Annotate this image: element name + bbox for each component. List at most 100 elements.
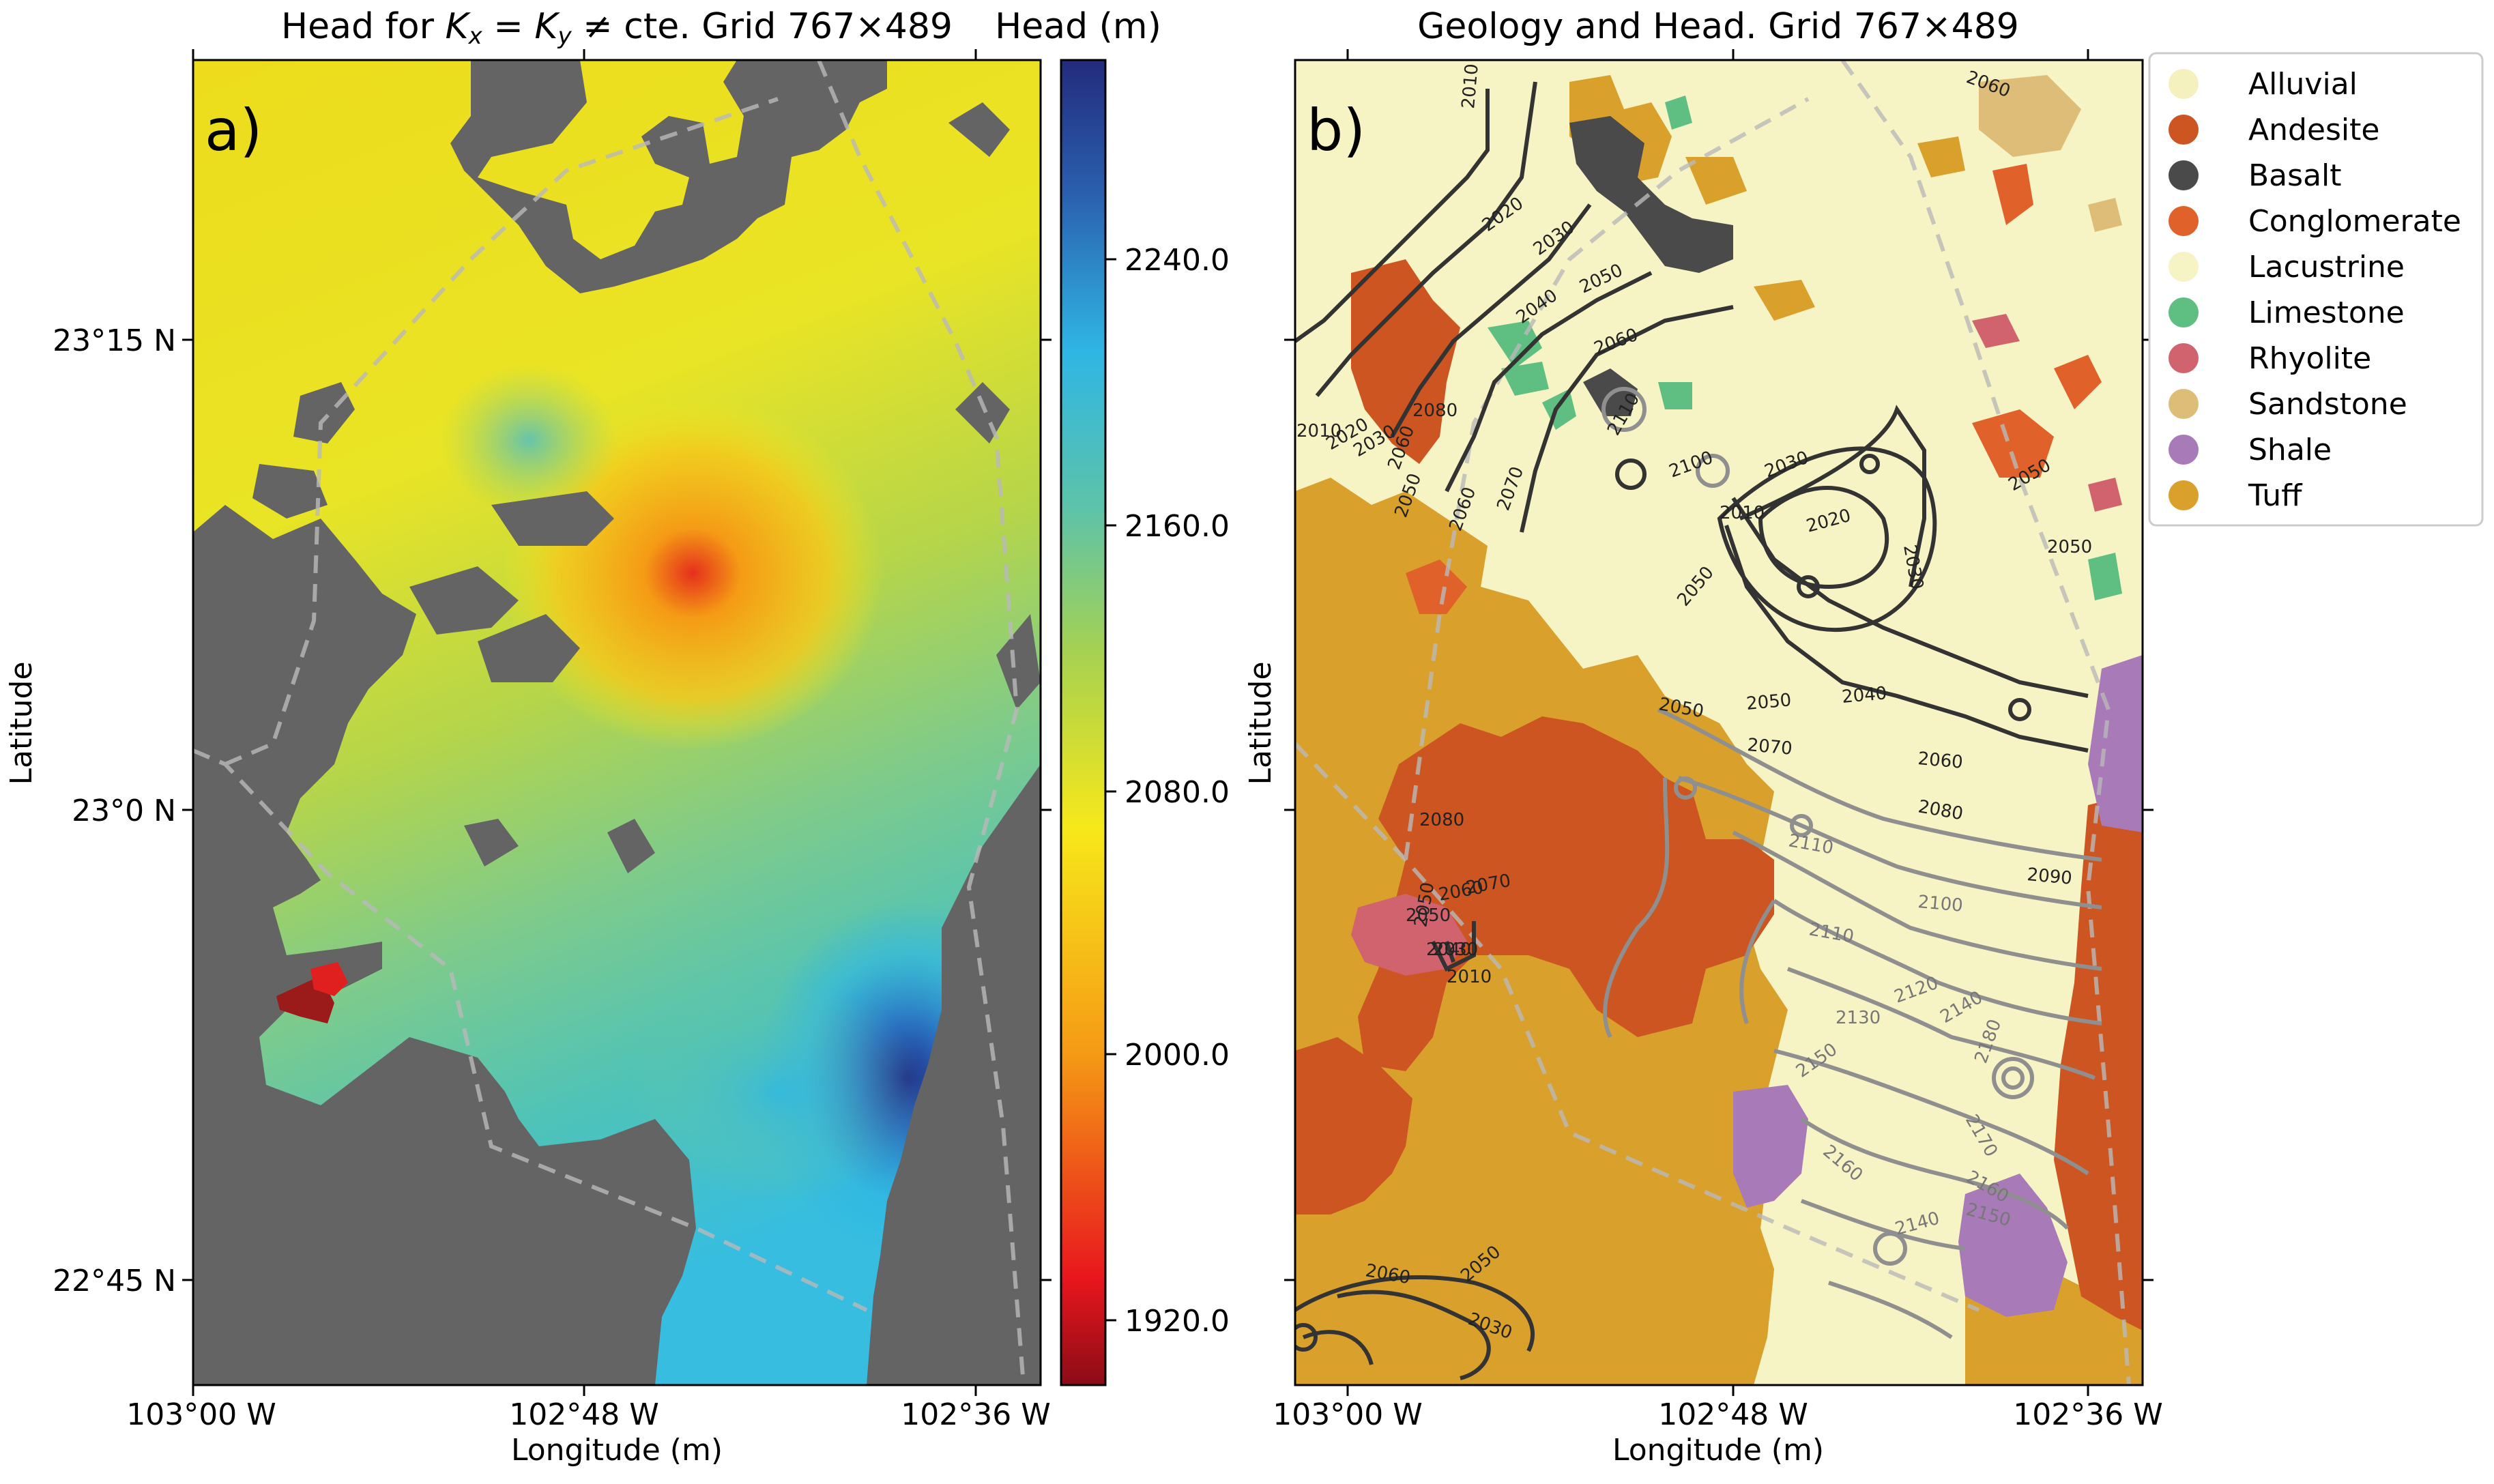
nodata-patch-3 [409, 566, 519, 635]
legend-swatch [2169, 297, 2199, 328]
legend-swatch [2169, 160, 2199, 190]
x-tick-label: 102°36 W [2013, 1397, 2162, 1432]
legend-item: Rhyolite [2169, 341, 2371, 376]
panel-b-title: Geology and Head. Grid 767×489 [1417, 6, 2019, 47]
y-tick-label: 22°45 N [53, 1264, 176, 1298]
svg-text:2060: 2060 [1917, 748, 1964, 773]
nodata-region-west [193, 505, 696, 1385]
y-axis-label: Latitude [1243, 661, 1278, 785]
basalt-unit [1569, 116, 1733, 273]
panel-b-frame [1294, 59, 2144, 1386]
svg-text:2050: 2050 [1406, 905, 1451, 926]
svg-text:2090: 2090 [2026, 864, 2073, 889]
colorbar-ramp [1060, 59, 1107, 1386]
colorbar-tick-label: 2000.0 [1125, 1038, 1230, 1073]
svg-text:Conglomerate: Conglomerate [2248, 204, 2461, 239]
x-tick-label: 103°00 W [1273, 1397, 1422, 1432]
head-map-panel: Head for Kx = Ky ≠ cte. Grid 767×489 [4, 6, 1052, 1468]
svg-text:2130: 2130 [1836, 1008, 1881, 1028]
x-axis-label: Longitude (m) [511, 1433, 723, 1468]
x-tick-label: 103°00 W [126, 1397, 276, 1432]
legend-item: Shale [2169, 433, 2332, 467]
panel-b-letter: b) [1307, 97, 1365, 164]
legend-item: Conglomerate [2169, 204, 2461, 239]
svg-text:2040: 2040 [1426, 940, 1471, 960]
legend-item: Limestone [2169, 295, 2405, 330]
nodata-patch-1 [293, 382, 355, 443]
svg-text:2010: 2010 [1720, 503, 1765, 523]
geology-head-panel: Geology and Head. Grid 767×489 [1243, 6, 2163, 1468]
svg-text:2080: 2080 [1419, 810, 1464, 830]
nodata-patch-7 [996, 614, 1041, 710]
legend-swatch [2169, 115, 2199, 145]
legend-item: Basalt [2169, 158, 2342, 193]
legend-item: Sandstone [2169, 387, 2407, 422]
head-contours-light [1601, 387, 2102, 1339]
geology-legend: Alluvial Andesite Basalt Conglomerate La… [2148, 52, 2484, 527]
legend-item: Lacustrine [2169, 250, 2405, 285]
svg-text:2050: 2050 [2047, 537, 2092, 557]
panel-a-letter: a) [205, 97, 262, 164]
x-axis-label: Longitude (m) [1612, 1433, 1824, 1468]
svg-text:Limestone: Limestone [2248, 295, 2405, 330]
svg-text:2100: 2100 [1917, 892, 1964, 916]
x-tick-label: 102°48 W [1658, 1397, 1808, 1432]
legend-item: Tuff [2169, 478, 2303, 513]
svg-text:Tuff: Tuff [2248, 478, 2303, 513]
y-tick-label: 23°15 N [53, 323, 176, 358]
legend-swatch [2169, 480, 2199, 510]
x-tick-label: 102°48 W [509, 1397, 658, 1432]
nodata-region-east [867, 764, 1041, 1385]
nodata-patch-9 [607, 819, 655, 873]
nodata-patch-2 [491, 491, 614, 546]
colorbar-tick-label: 1920.0 [1125, 1304, 1230, 1339]
nodata-patch-4 [478, 614, 580, 682]
nodata-patch-6 [955, 382, 1010, 443]
nodata-region-north [450, 60, 887, 293]
svg-text:Sandstone: Sandstone [2248, 387, 2407, 422]
svg-text:2050: 2050 [1745, 690, 1793, 714]
y-axis-label: Latitude [4, 661, 39, 785]
panel-a-frame [192, 59, 1042, 1386]
legend-swatch [2169, 343, 2199, 373]
study-boundary-a [193, 60, 1026, 1385]
legend-swatch [2169, 389, 2199, 419]
svg-text:2040: 2040 [1841, 683, 1888, 708]
svg-text:2080: 2080 [1412, 401, 1458, 421]
study-boundary-b [1295, 60, 2131, 1385]
svg-text:2010: 2010 [1447, 967, 1492, 987]
y-tick-label: 23°0 N [72, 794, 176, 828]
svg-text:Rhyolite: Rhyolite [2248, 341, 2371, 376]
legend-swatch [2169, 206, 2199, 236]
legend-swatch [2169, 252, 2199, 282]
geology-map: 2010 2020 2030 2040 2050 2060 2060 2080 … [1295, 60, 2143, 1385]
svg-text:Lacustrine: Lacustrine [2248, 250, 2405, 285]
legend-frame [2148, 52, 2484, 527]
head-raster [193, 60, 1041, 1385]
x-tick-label: 102°36 W [901, 1397, 1050, 1432]
svg-text:Basalt: Basalt [2248, 158, 2342, 193]
colorbar-tick-label: 2240.0 [1125, 243, 1230, 278]
colorbar-tick-label: 2080.0 [1125, 775, 1230, 810]
head-colorbar: Head (m) 2240.0 2160.0 2080.0 2000.0 192… [995, 6, 1230, 1386]
panel-a-title: Head for Kx = Ky ≠ cte. Grid 767×489 [281, 6, 953, 50]
legend-swatch [2169, 69, 2199, 99]
legend-item: Alluvial [2169, 67, 2358, 102]
svg-text:2030: 2030 [1433, 940, 1478, 960]
nodata-patch-5 [252, 464, 328, 519]
nodata-patch-8 [948, 102, 1010, 157]
svg-text:Andesite: Andesite [2248, 113, 2379, 147]
andesite-unit [1358, 716, 1774, 1071]
svg-text:2010: 2010 [1458, 63, 1483, 110]
svg-text:Shale: Shale [2248, 433, 2332, 467]
panel-a-ticks [182, 49, 1052, 1396]
colorbar-tick-label: 2160.0 [1125, 509, 1230, 544]
nodata-patch-10 [464, 819, 519, 867]
svg-text:2070: 2070 [1746, 735, 1793, 759]
shale-unit [1733, 1085, 1808, 1208]
head-contours-dark [1295, 81, 2089, 1380]
svg-text:Alluvial: Alluvial [2248, 67, 2358, 102]
svg-text:2010: 2010 [1296, 421, 1342, 441]
legend-swatch [2169, 435, 2199, 465]
